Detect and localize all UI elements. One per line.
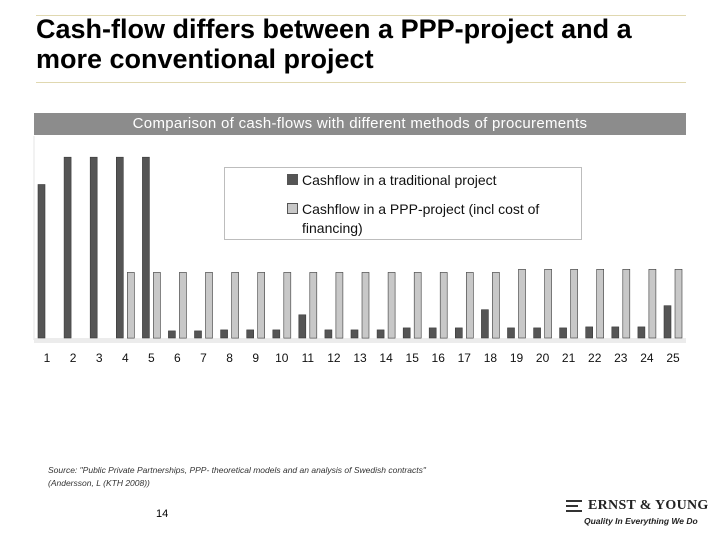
x-tick-label-5: 5 xyxy=(148,351,155,365)
bar-traditional-10 xyxy=(272,329,281,339)
chart-legend: Cashflow in a traditional project Cashfl… xyxy=(224,167,582,240)
bar-traditional-6 xyxy=(168,330,176,339)
bar-ppp-21 xyxy=(570,268,578,339)
bar-traditional-17 xyxy=(454,327,463,339)
bar-ppp-16 xyxy=(439,272,448,339)
x-tick-label-23: 23 xyxy=(614,351,628,365)
bar-traditional-8 xyxy=(220,329,228,339)
x-tick-label-15: 15 xyxy=(406,351,420,365)
bar-ppp-23 xyxy=(622,268,631,339)
x-tick-label-22: 22 xyxy=(588,351,602,365)
bar-ppp-6 xyxy=(179,272,187,339)
x-tick-label-6: 6 xyxy=(174,351,181,365)
x-tick-label-13: 13 xyxy=(353,351,367,365)
legend-label-traditional: Cashflow in a traditional project xyxy=(302,172,497,188)
bar-ppp-8 xyxy=(231,272,239,339)
x-tick-label-11: 11 xyxy=(302,351,315,365)
bar-ppp-14 xyxy=(387,272,396,339)
x-tick-label-25: 25 xyxy=(666,351,680,365)
bar-ppp-24 xyxy=(648,268,657,339)
bar-traditional-1 xyxy=(37,184,46,339)
x-tick-label-12: 12 xyxy=(327,351,341,365)
legend-swatch-ppp xyxy=(287,203,298,214)
x-tick-label-24: 24 xyxy=(640,351,654,365)
bar-traditional-16 xyxy=(428,327,437,339)
page-number: 14 xyxy=(156,508,169,520)
chart-title: Comparison of cash-flows with different … xyxy=(34,113,686,135)
x-tick-label-8: 8 xyxy=(226,351,233,365)
logo-name: ERNST & YOUNG xyxy=(588,498,709,513)
bar-traditional-11 xyxy=(298,314,307,339)
x-tick-label-19: 19 xyxy=(510,351,524,365)
x-tick-label-9: 9 xyxy=(252,351,259,365)
bar-ppp-22 xyxy=(596,268,605,339)
ey-logo-icon xyxy=(566,500,582,512)
bar-ppp-20 xyxy=(544,268,552,339)
bar-traditional-21 xyxy=(559,327,567,339)
bar-traditional-22 xyxy=(585,326,594,339)
bar-traditional-13 xyxy=(350,329,359,339)
x-tick-label-7: 7 xyxy=(200,351,207,365)
title-divider xyxy=(36,82,686,83)
bar-traditional-23 xyxy=(611,326,620,339)
x-tick-label-10: 10 xyxy=(275,351,289,365)
x-axis xyxy=(34,338,686,343)
x-tick-label-16: 16 xyxy=(432,351,446,365)
x-tick-label-2: 2 xyxy=(70,351,77,365)
source-note: Source: "Public Private Partnerships, PP… xyxy=(48,465,426,488)
bar-ppp-17 xyxy=(465,272,474,339)
bar-ppp-25 xyxy=(674,268,683,339)
x-tick-label-18: 18 xyxy=(484,351,498,365)
bar-traditional-7 xyxy=(194,330,202,339)
bar-ppp-18 xyxy=(492,272,500,339)
bar-traditional-2 xyxy=(63,156,72,339)
bar-traditional-15 xyxy=(402,327,411,339)
bar-ppp-15 xyxy=(413,272,422,339)
x-tick-label-14: 14 xyxy=(379,351,393,365)
bar-ppp-10 xyxy=(283,272,292,339)
bar-ppp-9 xyxy=(257,272,266,339)
bar-traditional-18 xyxy=(481,309,489,339)
bar-ppp-7 xyxy=(205,272,213,339)
x-tick-label-20: 20 xyxy=(536,351,550,365)
legend-label-ppp: Cashflow in a PPP-project (incl cost of … xyxy=(302,201,540,236)
legend-swatch-traditional xyxy=(287,174,298,185)
bar-ppp-12 xyxy=(335,272,344,339)
x-tick-label-4: 4 xyxy=(122,351,129,365)
bar-traditional-12 xyxy=(324,329,333,339)
logo-tagline: Quality In Everything We Do xyxy=(584,516,698,526)
bar-ppp-19 xyxy=(518,268,526,339)
bar-ppp-11 xyxy=(309,272,318,339)
bar-ppp-5 xyxy=(153,272,161,339)
x-tick-label-3: 3 xyxy=(96,351,103,365)
x-tick-label-1: 1 xyxy=(44,351,51,365)
bar-traditional-9 xyxy=(246,329,254,339)
bar-traditional-24 xyxy=(637,326,646,339)
bar-traditional-5 xyxy=(142,156,150,339)
x-tick-label-17: 17 xyxy=(458,351,472,365)
bar-traditional-20 xyxy=(533,327,541,339)
bar-ppp-4 xyxy=(127,272,135,339)
ernst-young-logo: ERNST & YOUNG Quality In Everything We D… xyxy=(566,496,708,532)
bar-traditional-19 xyxy=(507,327,515,339)
bar-traditional-3 xyxy=(89,156,98,339)
bar-traditional-14 xyxy=(376,329,385,339)
top-divider xyxy=(36,15,686,16)
x-tick-label-21: 21 xyxy=(562,351,576,365)
slide-title: Cash-flow differs between a PPP-project … xyxy=(36,14,632,74)
bar-traditional-4 xyxy=(116,156,124,339)
bar-traditional-25 xyxy=(663,305,672,339)
bar-ppp-13 xyxy=(361,272,370,339)
